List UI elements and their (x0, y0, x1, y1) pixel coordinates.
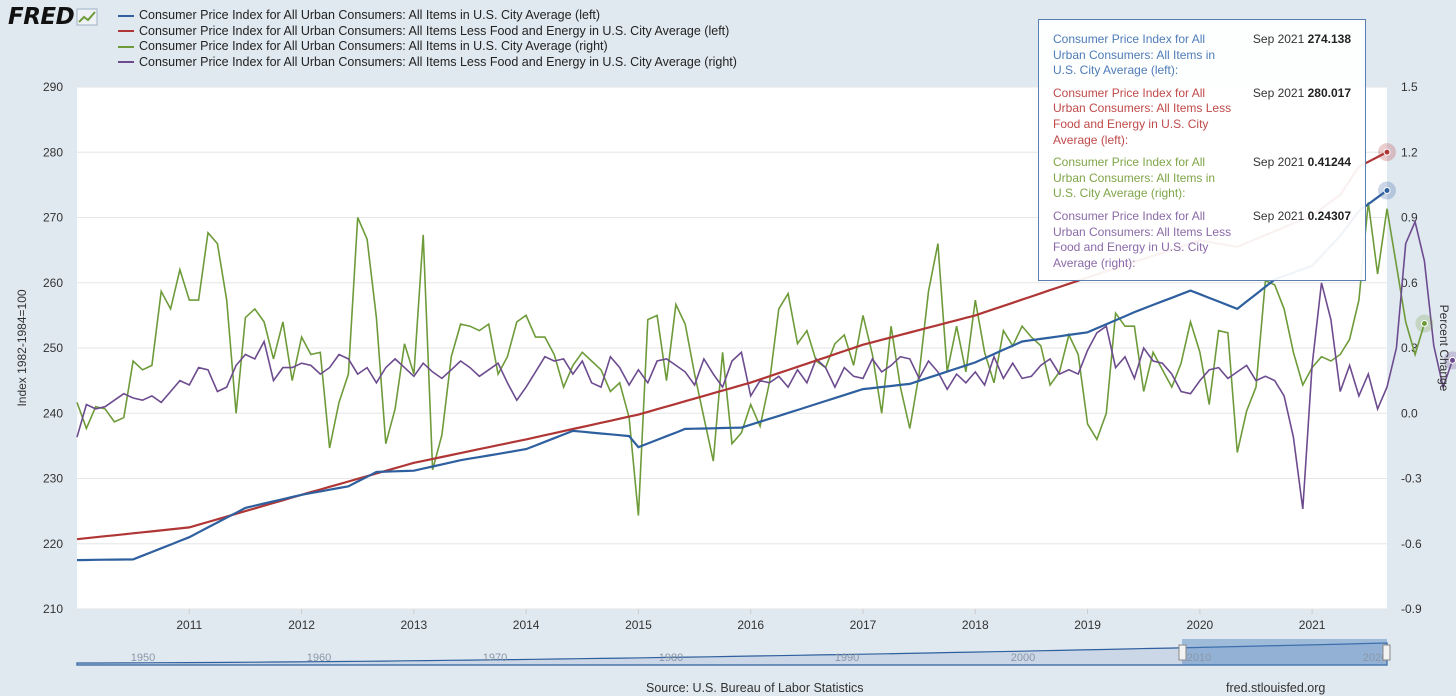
tooltip-row-1: Consumer Price Index for All Urban Consu… (1053, 86, 1351, 148)
right-tick-label: -0.9 (1401, 602, 1422, 616)
navigator-year-label: 1950 (131, 652, 155, 664)
tooltip-series-label: Consumer Price Index for All Urban Consu… (1053, 85, 1232, 147)
right-tick-label: -0.3 (1401, 472, 1422, 486)
right-axis-ticks: -0.9-0.6-0.30.00.30.60.91.21.5 (1401, 80, 1422, 616)
end-marker (1383, 148, 1391, 156)
navigator-year-labels: 1950 1960 1970 1980 1990 2000 2010 2020 (131, 652, 1387, 664)
tooltip-series-label: Consumer Price Index for All Urban Consu… (1053, 32, 1216, 78)
series-line-2 (76, 202, 1426, 516)
chart-trend-icon (76, 8, 98, 26)
time-navigator[interactable]: 1950 1960 1970 1980 1990 2000 2010 2020 (76, 639, 1391, 666)
fred-logo[interactable]: FRED (8, 4, 98, 30)
left-tick-label: 240 (43, 406, 63, 420)
x-tick-label: 2018 (962, 618, 989, 632)
legend-swatch (118, 45, 134, 48)
x-tick-label: 2014 (513, 618, 540, 632)
navigator-year-label: 1970 (483, 652, 507, 664)
end-marker (1383, 186, 1391, 194)
x-tick-label: 2011 (176, 618, 202, 632)
legend-item-3[interactable]: Consumer Price Index for All Urban Consu… (118, 55, 737, 71)
x-axis-ticks: 2011 2012 2013 2014 2015 2016 2017 2018 2019 2020… (176, 609, 1326, 632)
navigator-year-label: 2010 (1187, 652, 1211, 664)
left-tick-label: 270 (43, 211, 63, 225)
x-tick-label: 2015 (625, 618, 652, 632)
legend-label: Consumer Price Index for All Urban Consu… (139, 54, 737, 69)
chart-legend: Consumer Price Index for All Urban Consu… (118, 8, 737, 70)
tooltip-date: Sep 2021 (1252, 85, 1308, 100)
right-tick-label: -0.6 (1401, 537, 1422, 551)
right-tick-label: 0.6 (1401, 276, 1418, 290)
tooltip-value: 274.138 (1307, 32, 1351, 46)
legend-swatch (118, 14, 134, 17)
legend-item-1[interactable]: Consumer Price Index for All Urban Consu… (118, 24, 737, 40)
series-line-0 (76, 189, 1388, 562)
tooltip-date: Sep 2021 (1252, 32, 1308, 46)
navigator-handle-left[interactable] (1178, 644, 1187, 661)
tooltip-date: Sep 2021 (1252, 155, 1308, 170)
left-tick-label: 230 (43, 472, 63, 486)
series-line-3 (76, 219, 1454, 510)
source-note: Source: U.S. Bureau of Labor Statistics (646, 681, 864, 695)
tooltip-row-3: Consumer Price Index for All Urban Consu… (1053, 209, 1351, 271)
left-tick-label: 220 (43, 537, 63, 551)
series-lines (76, 151, 1454, 562)
navigator-year-label: 1990 (835, 652, 859, 664)
left-tick-label: 280 (43, 145, 63, 159)
navigator-history-area (76, 642, 1388, 666)
tooltip-value: 0.24307 (1307, 208, 1351, 223)
x-tick-label: 2019 (1074, 618, 1101, 632)
x-tick-label: 2020 (1187, 618, 1214, 632)
hover-tooltip: Consumer Price Index for All Urban Consu… (1038, 19, 1366, 281)
navigator-handle-right[interactable] (1382, 644, 1391, 661)
legend-swatch (118, 30, 134, 33)
right-axis-label: Percent Change (1437, 305, 1451, 392)
tooltip-date-value: Sep 2021 280.017 (1253, 86, 1351, 148)
end-marker (1420, 320, 1428, 328)
navigator-year-label: 1960 (307, 652, 331, 664)
right-tick-label: 1.5 (1401, 80, 1418, 94)
navigator-year-label: 2020 (1363, 652, 1387, 664)
logo-text: FRED (8, 4, 75, 30)
navigator-selected-range[interactable] (1182, 639, 1387, 665)
tooltip-date: Sep 2021 (1252, 208, 1308, 223)
tooltip-value: 0.41244 (1307, 155, 1351, 170)
right-tick-label: 0.0 (1401, 406, 1418, 420)
left-tick-label: 210 (43, 602, 63, 616)
tooltip-date-value: Sep 2021 274.138 (1253, 32, 1351, 79)
left-axis-ticks: 210 220 230 240 250 260 270 280 290 (43, 80, 63, 616)
tooltip-date-value: Sep 2021 0.24307 (1253, 209, 1351, 271)
navigator-year-label: 2000 (1011, 652, 1035, 664)
right-tick-label: 1.2 (1401, 145, 1418, 159)
series-end-markers (1378, 143, 1456, 370)
legend-label: Consumer Price Index for All Urban Consu… (139, 8, 601, 22)
tooltip-series-label: Consumer Price Index for All Urban Consu… (1053, 155, 1216, 201)
x-tick-label: 2013 (401, 618, 428, 632)
x-tick-label: 2016 (737, 618, 764, 632)
tooltip-series-label: Consumer Price Index for All Urban Consu… (1053, 208, 1232, 270)
tooltip-value: 280.017 (1307, 85, 1351, 100)
x-tick-label: 2017 (850, 618, 877, 632)
legend-item-2[interactable]: Consumer Price Index for All Urban Consu… (118, 39, 737, 55)
legend-label: Consumer Price Index for All Urban Consu… (139, 23, 730, 38)
x-tick-label: 2012 (288, 618, 315, 632)
left-tick-label: 260 (43, 276, 63, 290)
tooltip-row-2: Consumer Price Index for All Urban Consu… (1053, 155, 1351, 202)
x-tick-label: 2021 (1299, 618, 1326, 632)
legend-label: Consumer Price Index for All Urban Consu… (139, 39, 608, 53)
left-tick-label: 250 (43, 341, 63, 355)
left-tick-label: 290 (43, 80, 63, 94)
tooltip-row-0: Consumer Price Index for All Urban Consu… (1053, 32, 1351, 79)
legend-swatch (118, 61, 134, 64)
left-axis-label: Index 1982-1984=100 (15, 289, 29, 406)
site-link[interactable]: fred.stlouisfed.org (1226, 681, 1326, 695)
navigator-year-label: 1980 (659, 652, 683, 664)
legend-item-0[interactable]: Consumer Price Index for All Urban Consu… (118, 8, 737, 24)
right-tick-label: 0.9 (1401, 211, 1418, 225)
tooltip-date-value: Sep 2021 0.41244 (1253, 155, 1351, 202)
